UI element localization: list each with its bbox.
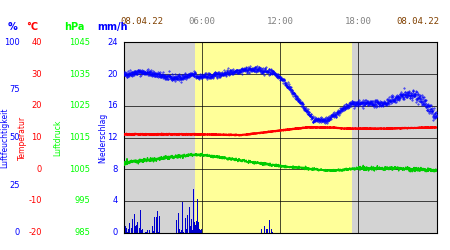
Text: 10: 10 [32,133,42,142]
Text: 20: 20 [108,70,118,79]
Text: 985: 985 [74,228,90,237]
Text: 12: 12 [108,133,118,142]
Text: 1045: 1045 [69,38,90,47]
Text: 30: 30 [32,70,42,79]
Bar [195,42,352,232]
Text: 08.04.22: 08.04.22 [121,17,164,26]
Text: mm/h: mm/h [97,22,127,32]
Text: Luftfeuchtigkeit: Luftfeuchtigkeit [0,107,9,168]
Text: 20: 20 [32,101,42,110]
Text: 12:00: 12:00 [267,17,293,26]
Text: -10: -10 [28,196,42,205]
Text: 75: 75 [9,86,20,94]
Text: Luftdruck: Luftdruck [54,119,63,156]
Text: 40: 40 [32,38,42,47]
Text: 0: 0 [15,228,20,237]
Text: Temperatur: Temperatur [18,116,27,160]
Text: 18:00: 18:00 [345,17,372,26]
Text: 0: 0 [37,165,42,174]
Text: 06:00: 06:00 [189,17,216,26]
Text: 1005: 1005 [69,165,90,174]
Text: 995: 995 [74,196,90,205]
Text: 8: 8 [112,165,118,174]
Text: 1015: 1015 [69,133,90,142]
Text: 0: 0 [113,228,118,237]
Text: Niederschlag: Niederschlag [99,112,108,162]
Text: -20: -20 [28,228,42,237]
Text: 25: 25 [9,180,20,190]
Text: 100: 100 [4,38,20,47]
Text: 1025: 1025 [69,101,90,110]
Text: 16: 16 [108,101,118,110]
Text: 50: 50 [9,133,20,142]
Text: 1035: 1035 [69,70,90,79]
Text: hPa: hPa [64,22,84,32]
Text: °C: °C [26,22,38,32]
Text: 24: 24 [108,38,118,47]
Text: 08.04.22: 08.04.22 [396,17,440,26]
Text: 4: 4 [113,196,118,205]
Text: %: % [8,22,18,32]
